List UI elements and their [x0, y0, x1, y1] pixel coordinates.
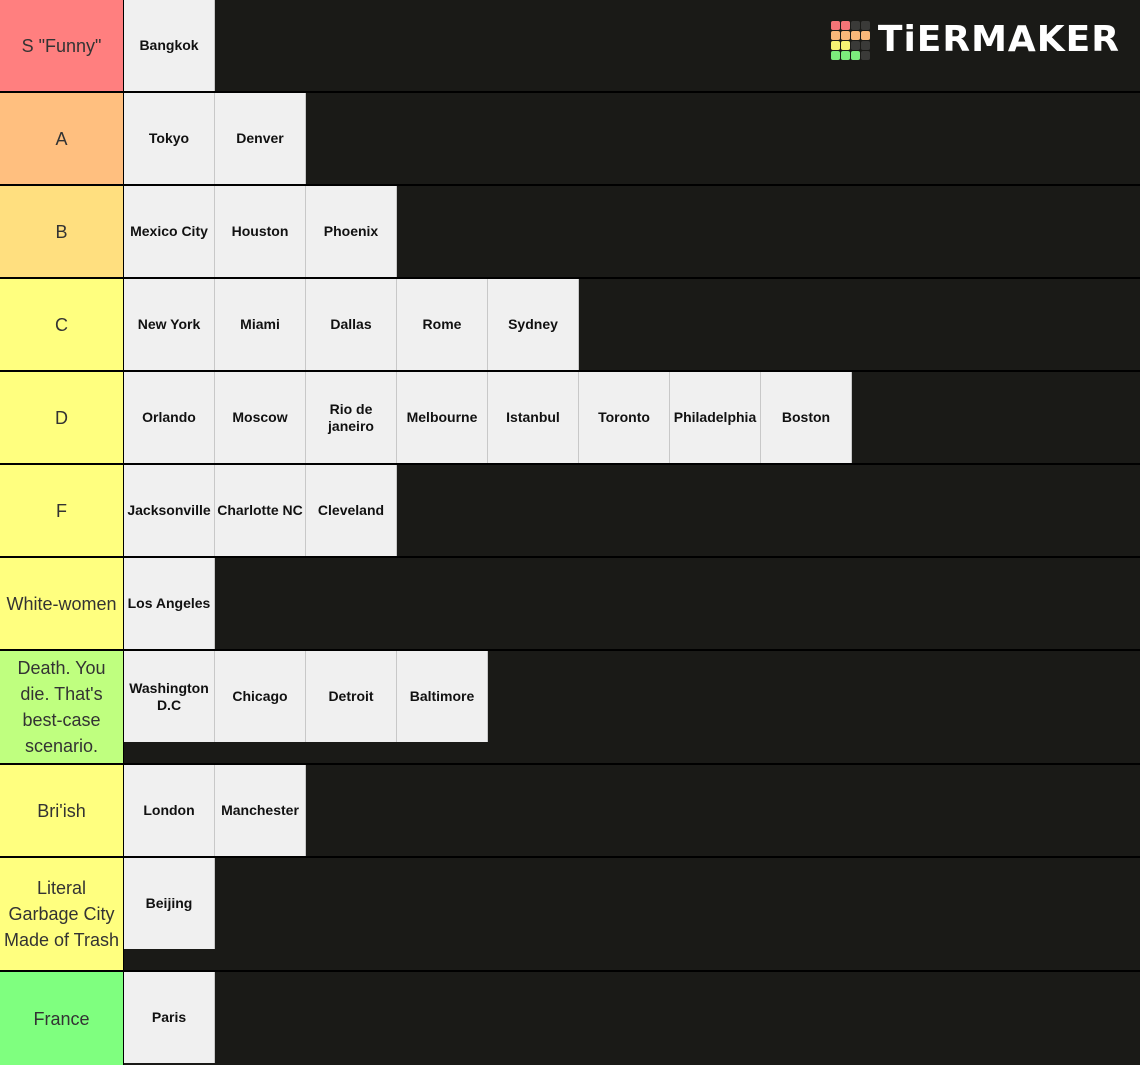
tier-item[interactable]: Phoenix — [306, 186, 397, 277]
tier-item[interactable]: Boston — [761, 372, 852, 463]
tier-item[interactable]: Baltimore — [397, 651, 488, 742]
tier-item[interactable]: Rio de janeiro — [306, 372, 397, 463]
logo-square — [860, 20, 870, 30]
tier-item[interactable]: Miami — [215, 279, 306, 370]
tier-items: Mexico City Houston Phoenix — [124, 186, 397, 277]
tier-item[interactable]: Melbourne — [397, 372, 488, 463]
tier-label[interactable]: B — [0, 186, 124, 277]
tier-row: B Mexico City Houston Phoenix — [0, 186, 1140, 279]
logo-square — [850, 30, 860, 40]
tier-row: C New York Miami Dallas Rome Sydney — [0, 279, 1140, 372]
logo-square — [850, 20, 860, 30]
tier-item[interactable]: Istanbul — [488, 372, 579, 463]
tier-row: S "Funny" Bangkok — [0, 0, 1140, 93]
logo-square — [840, 20, 850, 30]
tier-item[interactable]: Denver — [215, 93, 306, 184]
tier-item[interactable]: Detroit — [306, 651, 397, 742]
tier-item[interactable]: Paris — [124, 972, 215, 1063]
tier-items: Orlando Moscow Rio de janeiro Melbourne Ista… — [124, 372, 852, 463]
tier-item[interactable]: Washington D.C — [124, 651, 215, 742]
tier-items: London Manchester — [124, 765, 306, 856]
tier-label[interactable]: Bri'ish — [0, 765, 124, 856]
tier-row: D Orlando Moscow Rio de janeiro Melbourne Ist… — [0, 372, 1140, 465]
tier-item[interactable]: Moscow — [215, 372, 306, 463]
tier-items: Tokyo Denver — [124, 93, 306, 184]
tier-item[interactable]: Cleveland — [306, 465, 397, 556]
tier-item[interactable]: Dallas — [306, 279, 397, 370]
logo-square — [860, 30, 870, 40]
logo-grid-icon — [830, 20, 870, 60]
tier-label[interactable]: S "Funny" — [0, 0, 124, 91]
tier-items: Jacksonville Charlotte NC Cleveland — [124, 465, 397, 556]
tier-label[interactable]: France — [0, 972, 124, 1065]
logo-square — [830, 30, 840, 40]
tier-item[interactable]: Philadelphia — [670, 372, 761, 463]
tier-label[interactable]: Literal Garbage City Made of Trash — [0, 858, 124, 970]
tier-item[interactable]: Beijing — [124, 858, 215, 949]
logo-square — [860, 40, 870, 50]
tier-items: New York Miami Dallas Rome Sydney — [124, 279, 579, 370]
tier-item[interactable]: Bangkok — [124, 0, 215, 91]
logo-square — [860, 50, 870, 60]
tier-items: Bangkok — [124, 0, 215, 91]
logo-square — [830, 20, 840, 30]
tiermaker-logo[interactable]: TiERMAKER — [830, 19, 1120, 60]
logo-square — [850, 50, 860, 60]
tier-item[interactable]: Sydney — [488, 279, 579, 370]
tier-items: Washington D.C Chicago Detroit Baltimore — [124, 651, 488, 763]
logo-square — [840, 50, 850, 60]
tier-label[interactable]: D — [0, 372, 124, 463]
tier-item[interactable]: New York — [124, 279, 215, 370]
tier-row: France Paris — [0, 972, 1140, 1065]
logo-text: TiERMAKER — [877, 19, 1120, 60]
tier-item[interactable]: Charlotte NC — [215, 465, 306, 556]
tier-item[interactable]: London — [124, 765, 215, 856]
tier-item[interactable]: Houston — [215, 186, 306, 277]
logo-square — [830, 40, 840, 50]
tier-label[interactable]: Death. You die. That's best-case scenari… — [0, 651, 124, 763]
tier-row: A Tokyo Denver — [0, 93, 1140, 186]
tier-row: Bri'ish London Manchester — [0, 765, 1140, 858]
tier-row: Death. You die. That's best-case scenari… — [0, 651, 1140, 765]
tier-row: F Jacksonville Charlotte NC Cleveland — [0, 465, 1140, 558]
logo-square — [830, 50, 840, 60]
tier-label[interactable]: C — [0, 279, 124, 370]
logo-square — [840, 30, 850, 40]
tier-item[interactable]: Manchester — [215, 765, 306, 856]
tier-item[interactable]: Tokyo — [124, 93, 215, 184]
tier-item[interactable]: Jacksonville — [124, 465, 215, 556]
tier-row: Literal Garbage City Made of Trash Beijin… — [0, 858, 1140, 972]
tier-item[interactable]: Rome — [397, 279, 488, 370]
tier-item[interactable]: Chicago — [215, 651, 306, 742]
logo-square — [850, 40, 860, 50]
tier-row: White-women Los Angeles — [0, 558, 1140, 651]
logo-square — [840, 40, 850, 50]
tier-label[interactable]: A — [0, 93, 124, 184]
tier-item[interactable]: Mexico City — [124, 186, 215, 277]
tier-item[interactable]: Orlando — [124, 372, 215, 463]
tier-item[interactable]: Los Angeles — [124, 558, 215, 649]
tier-label[interactable]: F — [0, 465, 124, 556]
tier-label[interactable]: White-women — [0, 558, 124, 649]
tier-items: Paris — [124, 972, 215, 1065]
tier-item[interactable]: Toronto — [579, 372, 670, 463]
tier-items: Los Angeles — [124, 558, 215, 649]
tier-items: Beijing — [124, 858, 215, 970]
